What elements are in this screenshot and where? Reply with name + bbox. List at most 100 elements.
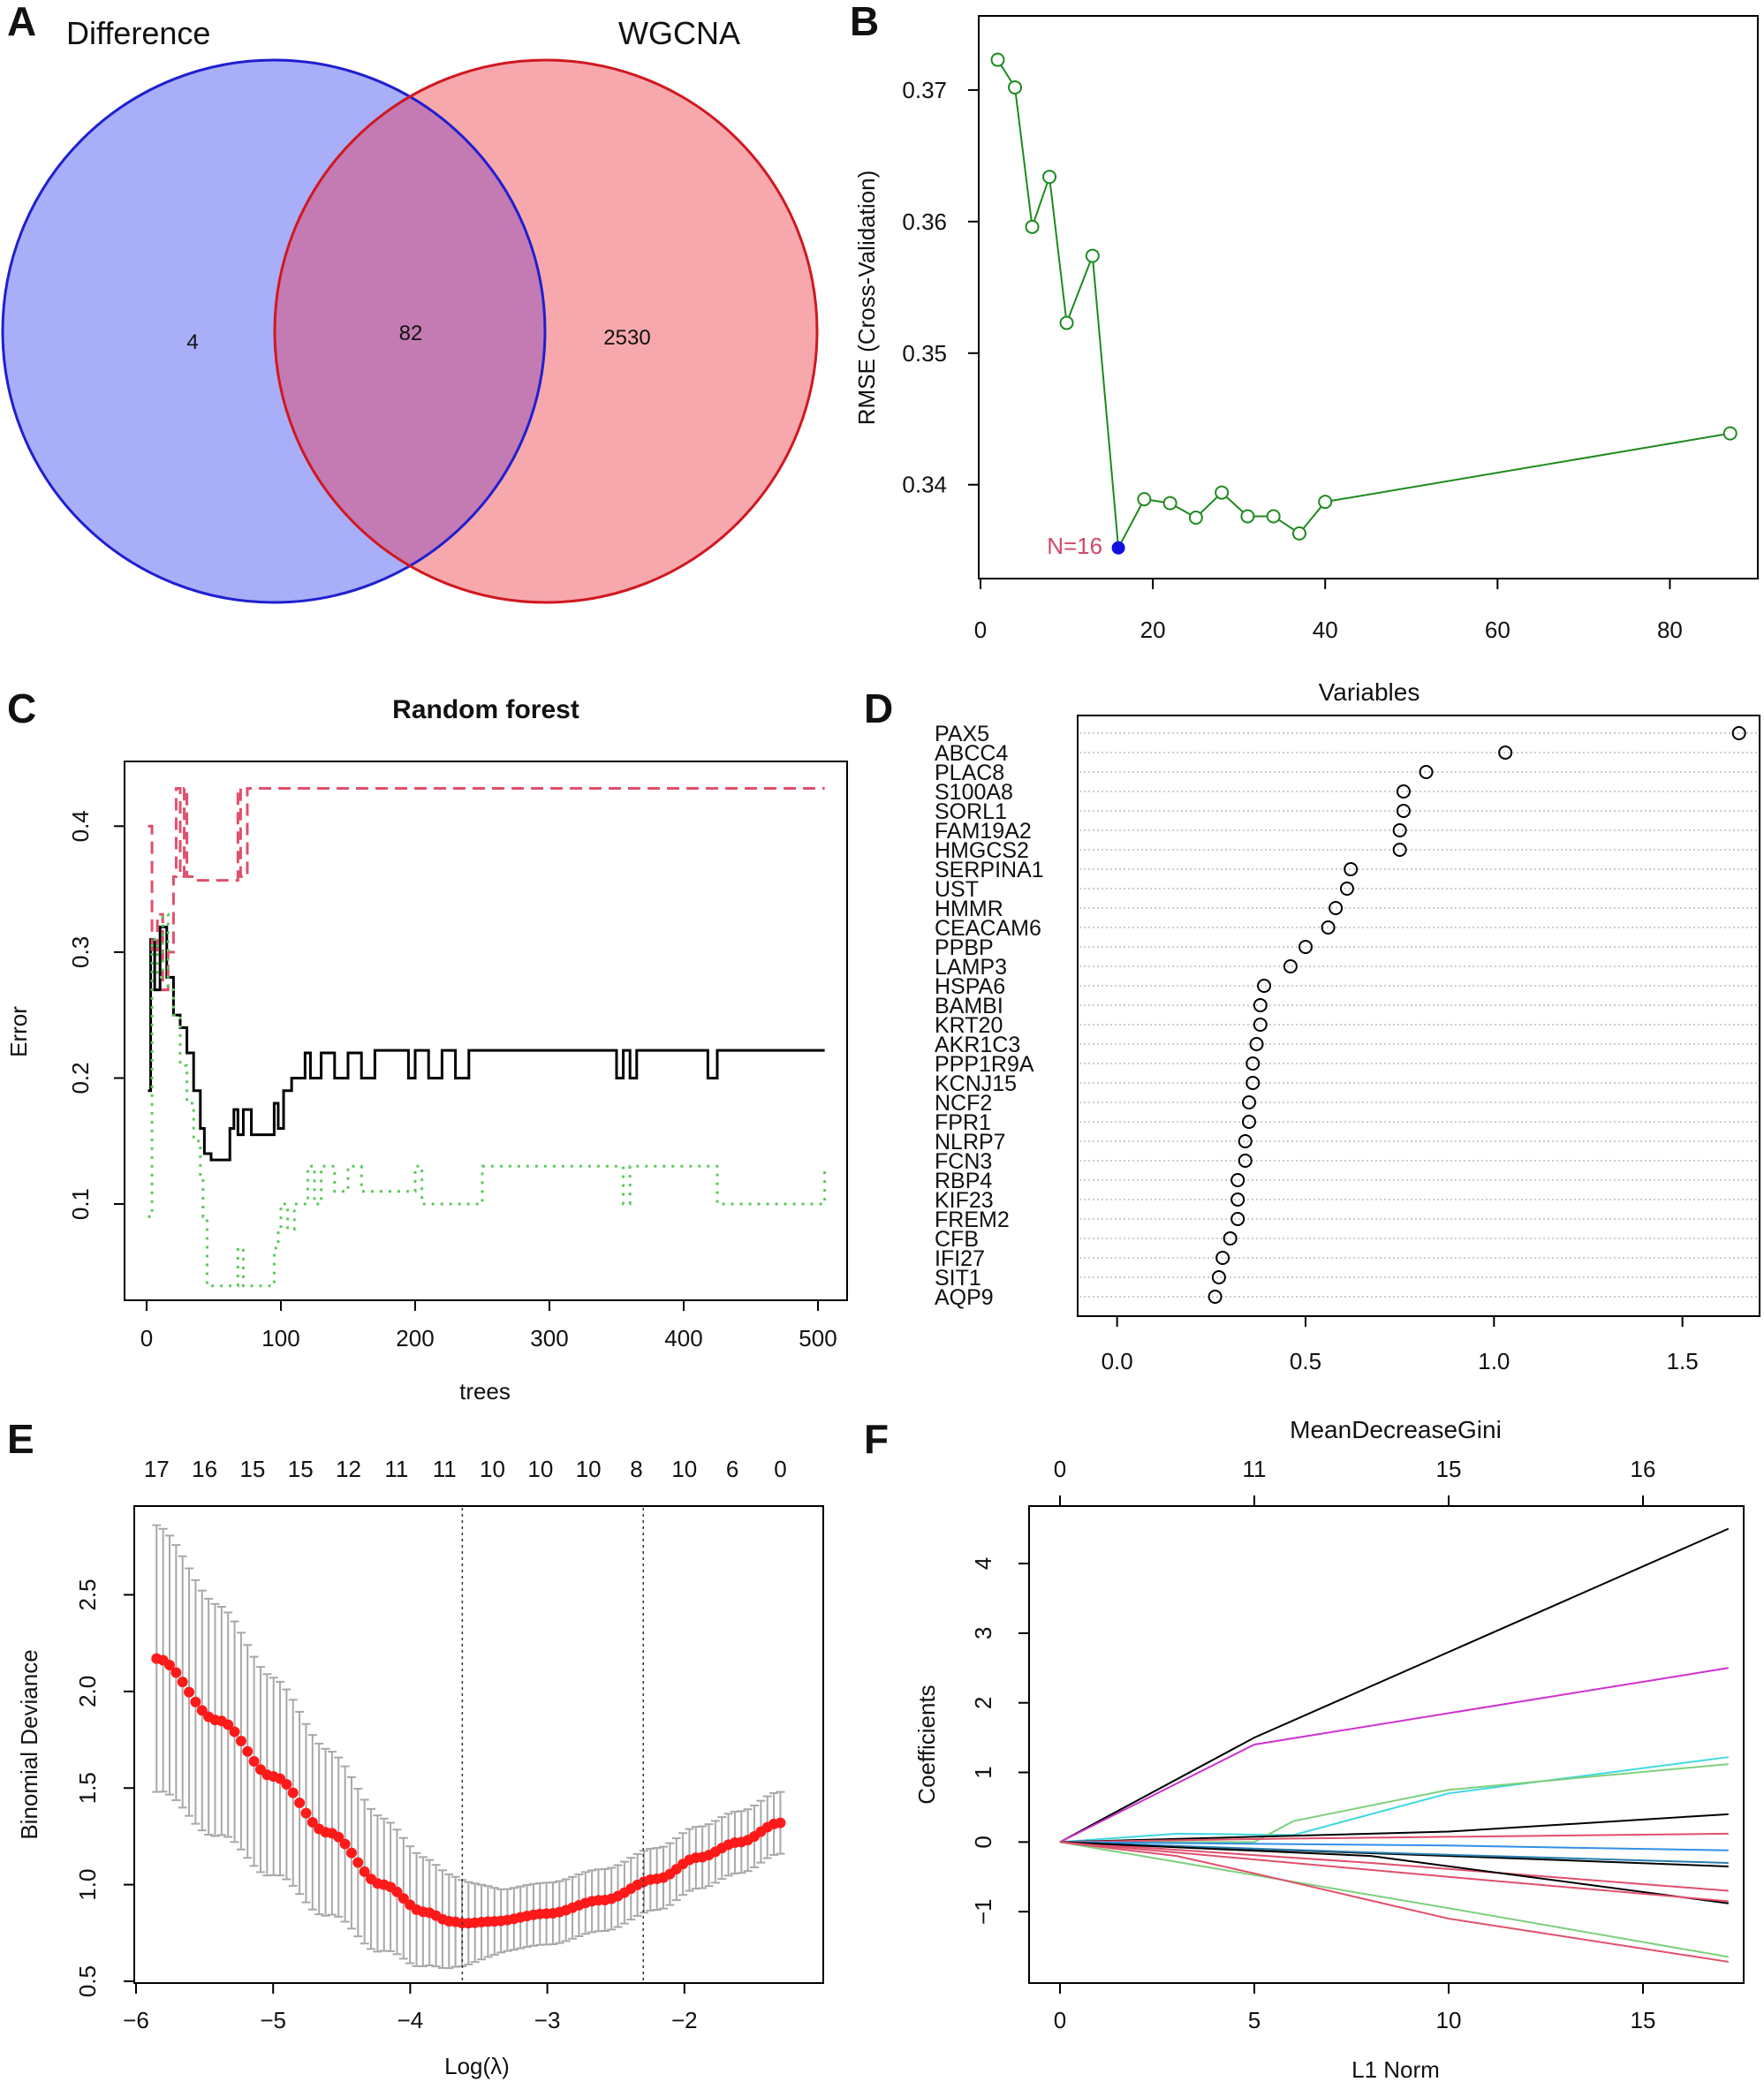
deviance-point (184, 1686, 195, 1698)
top-axis-label: 15 (288, 1456, 314, 1482)
panel-letter-d: D (864, 685, 893, 731)
x-tick-label: 500 (799, 1325, 837, 1351)
deviance-point (294, 1798, 306, 1809)
deviance-point (287, 1787, 299, 1798)
variable-label: KRT20 (935, 1013, 1003, 1038)
x-tick-label: 15 (1631, 2007, 1656, 2033)
x-tick-label: 300 (530, 1325, 568, 1351)
importance-point (1253, 1018, 1268, 1032)
panel-letter-a: A (7, 0, 36, 44)
x-tick-label: 200 (396, 1325, 434, 1351)
top-axis-label: 11 (384, 1456, 408, 1482)
importance-point (1257, 979, 1272, 993)
top-axis-label: 0 (774, 1456, 786, 1482)
top-axis-label: 6 (726, 1456, 738, 1482)
data-point (1137, 492, 1152, 507)
y-tick-label: 0.36 (902, 208, 947, 235)
deviance-point (397, 1893, 409, 1904)
data-point (990, 52, 1005, 67)
deviance-point (190, 1696, 201, 1707)
deviance-point (163, 1660, 175, 1671)
coefficient-path (1059, 1841, 1729, 1892)
coefficient-path (1059, 1841, 1729, 1963)
best-point (1111, 541, 1125, 555)
variable-label: PPP1R9A (935, 1052, 1034, 1077)
y-tick-label: 4 (970, 1557, 996, 1570)
importance-point (1392, 823, 1407, 837)
plot-frame (978, 15, 1759, 579)
data-point (1240, 509, 1255, 524)
variable-label: AKR1C3 (935, 1033, 1020, 1057)
lasso-coefficient-plot: 0 5 10 15 −1 0 1 2 3 4 0 11 15 16 L1 Norm Coefficient… (913, 1456, 1745, 2082)
importance-point (1249, 1037, 1264, 1051)
deviance-point (391, 1886, 403, 1897)
importance-point (1344, 862, 1359, 876)
coefficient-path (1059, 1841, 1729, 1904)
plot-frame (124, 761, 848, 1301)
variable-label: ABCC4 (935, 741, 1008, 766)
data-point (1291, 526, 1306, 541)
variable-label: UST (935, 877, 979, 902)
plot-frame (133, 1505, 824, 1984)
venn-label-wgcna: WGCNA (618, 15, 740, 51)
top-axis-label: 10 (671, 1456, 697, 1482)
y-tick-label: 0.1 (67, 1188, 94, 1220)
series-class-1 (148, 787, 825, 992)
importance-point (1731, 726, 1746, 740)
variable-label: SERPINA1 (935, 858, 1044, 882)
y-axis-label: RMSE (Cross-Validation) (853, 170, 880, 425)
lasso-cv-plot: −6 −5 −4 −3 −2 0.5 1.0 1.5 2.0 2.5 17 16 15 15 12 11 11 1… (16, 1456, 824, 2079)
x-tick-label: 5 (1248, 2007, 1261, 2033)
variable-label: PLAC8 (935, 761, 1004, 785)
rfe-cv-plot: 0 20 40 60 80 0.34 0.35 0.36 0.37 N=16 RMSE (Cro… (853, 15, 1759, 643)
top-axis-label: 0 (1054, 1456, 1066, 1482)
variable-label: FPR1 (935, 1110, 991, 1135)
variable-label: BAMBI (935, 994, 1003, 1018)
variable-label: PPBP (935, 935, 994, 960)
top-axis-label: 8 (630, 1456, 642, 1482)
coefficient-path (1059, 1813, 1729, 1844)
y-tick-label: 1.0 (74, 1869, 101, 1901)
plot-frame (1077, 715, 1760, 1317)
variable-label: FAM19A2 (935, 819, 1032, 844)
panel-letter-b: B (850, 0, 879, 44)
variable-label: PAX5 (935, 722, 989, 746)
venn-diagram: Difference WGCNA 4 82 2530 (1, 15, 819, 604)
variable-label: SIT1 (935, 1266, 981, 1291)
x-tick-label: −5 (260, 2007, 286, 2033)
top-axis-label: 15 (239, 1456, 265, 1482)
variable-label: S100A8 (935, 780, 1013, 805)
variable-label: CEACAM6 (935, 916, 1041, 941)
data-point (1266, 509, 1281, 524)
x-tick-label: 80 (1657, 617, 1683, 643)
data-point (1722, 426, 1738, 441)
y-tick-label: 0.3 (67, 936, 94, 968)
panel-letter-c: C (7, 685, 36, 731)
y-tick-label: 2.5 (74, 1579, 101, 1610)
deviance-point (235, 1736, 246, 1747)
x-tick-label: −4 (397, 2007, 424, 2033)
importance-point (1211, 1270, 1226, 1284)
top-axis-label: 17 (144, 1456, 170, 1482)
series-class-2 (148, 912, 827, 1288)
deviance-point (170, 1667, 182, 1678)
data-point (1008, 79, 1023, 95)
x-tick-label: 0 (140, 1325, 153, 1351)
x-tick-label: 0.0 (1102, 1348, 1133, 1374)
y-axis-label: Error (5, 1006, 32, 1057)
random-forest-plot: Random forest 0 100 200 300 400 500 0.1 0.2 0.3 0… (5, 695, 848, 1404)
y-tick-label: 0.37 (902, 77, 947, 103)
variable-label: FCN3 (935, 1149, 992, 1174)
deviance-point (339, 1838, 351, 1850)
data-point (1025, 219, 1040, 234)
best-point-label: N=16 (1047, 533, 1102, 559)
variable-label: KIF23 (935, 1188, 994, 1213)
x-tick-label: 1.0 (1478, 1348, 1510, 1374)
venn-set-difference-outline (1, 58, 547, 604)
variable-label: KCNJ15 (935, 1071, 1017, 1096)
importance-point (1419, 765, 1434, 779)
deviance-point (345, 1847, 357, 1859)
y-tick-label: 2.0 (74, 1676, 101, 1707)
deviance-point (229, 1726, 240, 1738)
